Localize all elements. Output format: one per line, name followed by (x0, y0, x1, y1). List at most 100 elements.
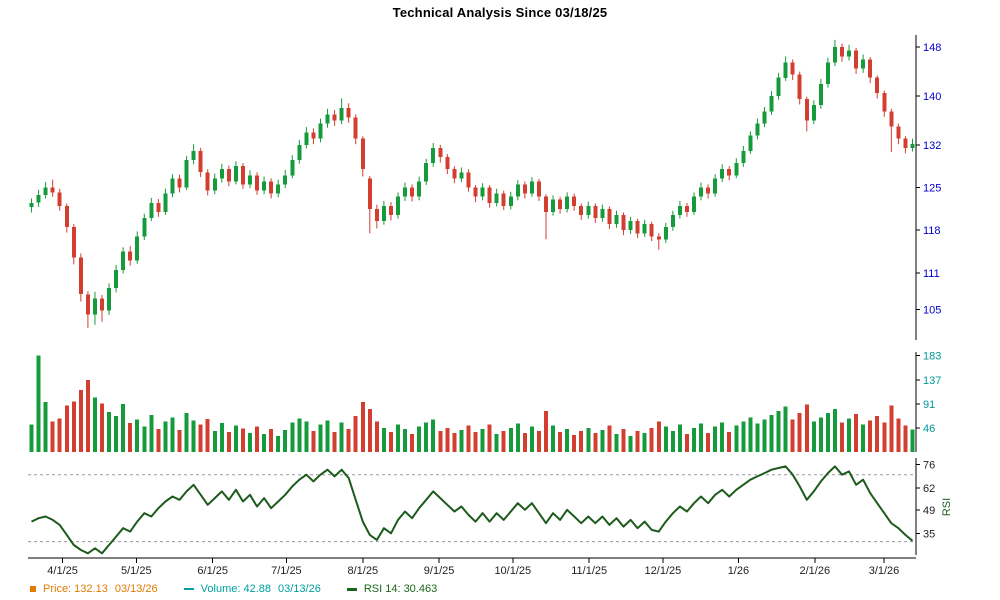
candle-body (374, 208, 379, 221)
volume-bar (149, 415, 154, 452)
candle-body (621, 214, 626, 231)
candle-body (241, 166, 245, 185)
volume-bar (501, 430, 506, 452)
volume-bar (825, 413, 830, 452)
volume-bar (219, 423, 224, 452)
x-tick-label: 5/1/25 (121, 565, 152, 577)
candle-body (515, 184, 520, 197)
volume-bar (628, 436, 633, 452)
volume-bar (685, 434, 689, 452)
price-tick-label: 105 (923, 305, 941, 317)
candle-body (720, 169, 725, 179)
price-tick-label: 111 (923, 268, 940, 280)
volume-bar (776, 410, 781, 452)
candle-body (318, 123, 323, 139)
volume-bar (811, 421, 816, 452)
volume-bar (43, 402, 48, 452)
volume-bar (374, 421, 379, 452)
candle-body (537, 181, 541, 197)
candle-body (762, 111, 767, 124)
rsi-marker-icon (346, 587, 357, 591)
candle-body (36, 194, 41, 203)
volume-bar (346, 428, 351, 452)
volume-bar (537, 430, 541, 452)
volume-bar (762, 419, 767, 452)
volume-bar (868, 420, 873, 452)
candle-body (494, 193, 499, 203)
candle-body (64, 205, 69, 228)
candle-body (248, 175, 252, 185)
volume-bar (248, 433, 252, 452)
candle-body (811, 105, 816, 121)
candle-body (156, 202, 161, 212)
candle-body (177, 178, 182, 188)
candle-body (367, 178, 372, 209)
candle-body (304, 132, 309, 145)
volume-bar (656, 421, 661, 452)
volume-bar (64, 405, 69, 452)
volume-bar (410, 434, 415, 452)
candle-body (226, 169, 231, 182)
candle-body (410, 187, 415, 197)
volume-bar (107, 412, 111, 452)
candle-body (663, 227, 668, 240)
volume-bar (699, 423, 703, 452)
volume-bar (875, 416, 880, 452)
candle-body (85, 294, 90, 315)
candle-body (170, 178, 175, 194)
volume-bar (480, 428, 485, 452)
volume-bar (833, 408, 837, 452)
volume-bar (438, 430, 443, 452)
volume-bar (783, 406, 788, 452)
volume-bar (670, 430, 675, 452)
volume-bar (522, 433, 527, 452)
volume-bar (389, 432, 393, 452)
volume-bar (424, 422, 429, 452)
volume-bar (318, 424, 323, 452)
candle-body (854, 50, 859, 69)
candle-body (459, 172, 464, 179)
candle-body (755, 123, 760, 136)
candle-body (128, 251, 133, 261)
volume-bar (720, 422, 725, 452)
volume-bar (706, 433, 711, 452)
legend-volume-date: 03/13/26 (278, 583, 321, 595)
candle-body (868, 59, 873, 78)
volume-bar (360, 402, 365, 452)
candle-body (93, 298, 97, 315)
candle-body (389, 205, 393, 215)
candle-body (43, 187, 48, 195)
x-tick-label: 7/1/25 (271, 565, 302, 577)
volume-bar (642, 433, 647, 452)
candle-body (212, 178, 217, 191)
volume-bar (50, 421, 55, 452)
candle-body (276, 184, 281, 194)
volume-bar (85, 379, 90, 452)
volume-bar (367, 408, 372, 452)
candle-body (713, 178, 718, 194)
candle-body (706, 187, 711, 194)
volume-bar (748, 417, 753, 452)
x-tick-label: 3/1/26 (869, 565, 900, 577)
volume-bar (840, 422, 844, 452)
volume-bar (692, 427, 696, 452)
candle-body (593, 205, 598, 218)
volume-bar (212, 430, 217, 452)
candle-body (100, 298, 104, 311)
x-tick-label: 6/1/25 (197, 565, 228, 577)
candle-body (71, 227, 76, 258)
volume-bar (325, 420, 330, 452)
volume-bar (269, 428, 274, 452)
x-tick-label: 12/1/25 (645, 565, 682, 577)
volume-bar (29, 424, 34, 452)
candle-body (78, 257, 83, 295)
candle-body (565, 196, 570, 209)
candle-body (332, 114, 337, 121)
volume-bar (100, 403, 104, 452)
volume-bar (529, 426, 534, 452)
volume-bar (276, 436, 281, 452)
volume-bar (290, 422, 295, 452)
price-tick-label: 140 (923, 91, 941, 103)
volume-bar (769, 415, 774, 452)
rsi-tick-label: 49 (923, 505, 935, 517)
